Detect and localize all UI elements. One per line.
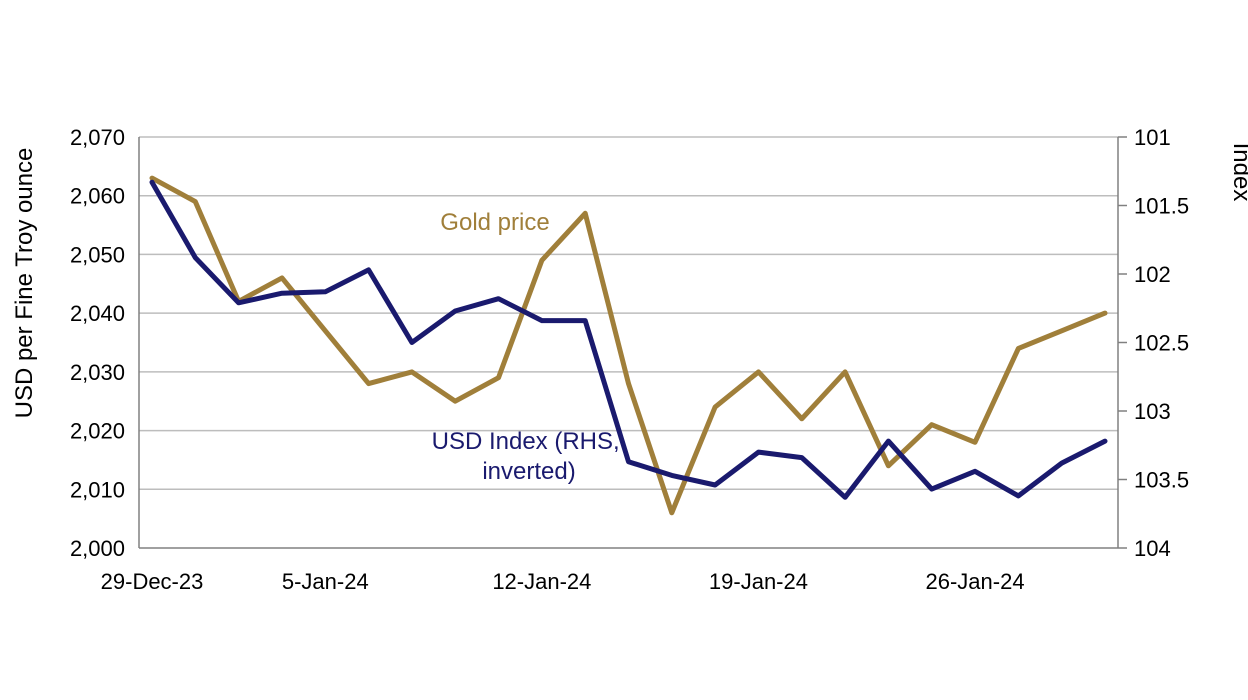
gridlines [139,136,1118,491]
left-tick-label: 2,000 [70,536,125,561]
usd-index-label-line-1: USD Index (RHS, [432,428,620,455]
left-axis-title: USD per Fine Troy ounce [11,148,38,419]
x-tick-label: 12-Jan-24 [492,569,591,594]
left-tick-label: 2,060 [70,184,125,209]
right-tick-label: 103 [1134,399,1171,424]
axes [138,136,1127,549]
right-tick-label: 103.5 [1134,468,1189,493]
left-tick-label: 2,070 [70,125,125,150]
right-tick-label: 101 [1134,125,1171,150]
usd-index-label-line-2: inverted) [482,458,575,485]
left-tick-label: 2,020 [70,419,125,444]
usd-index-line [149,179,1108,500]
series-lines [149,175,1108,516]
right-tick-label: 102 [1134,262,1171,287]
gold-price-label: Gold price [440,209,549,236]
right-tick-label: 101.5 [1134,194,1189,219]
x-tick-label: 5-Jan-24 [282,569,369,594]
left-tick-label: 2,010 [70,477,125,502]
left-tick-label: 2,040 [70,301,125,326]
left-tick-label: 2,050 [70,242,125,267]
left-tick-label: 2,030 [70,360,125,385]
tick-labels: 2,000 2,010 2,020 2,030 2,040 2,050 2,060 2,070… [70,125,1189,594]
x-tick-label: 26-Jan-24 [926,569,1025,594]
x-tick-label: 29-Dec-23 [101,569,204,594]
right-axis-title: Index [1228,143,1248,202]
usd-index-label: USD Index (RHS, inverted) [432,428,627,485]
gold-price-line [149,175,1108,516]
right-tick-label: 102.5 [1134,331,1189,356]
x-tick-label: 19-Jan-24 [709,569,808,594]
right-tick-label: 104 [1134,536,1171,561]
